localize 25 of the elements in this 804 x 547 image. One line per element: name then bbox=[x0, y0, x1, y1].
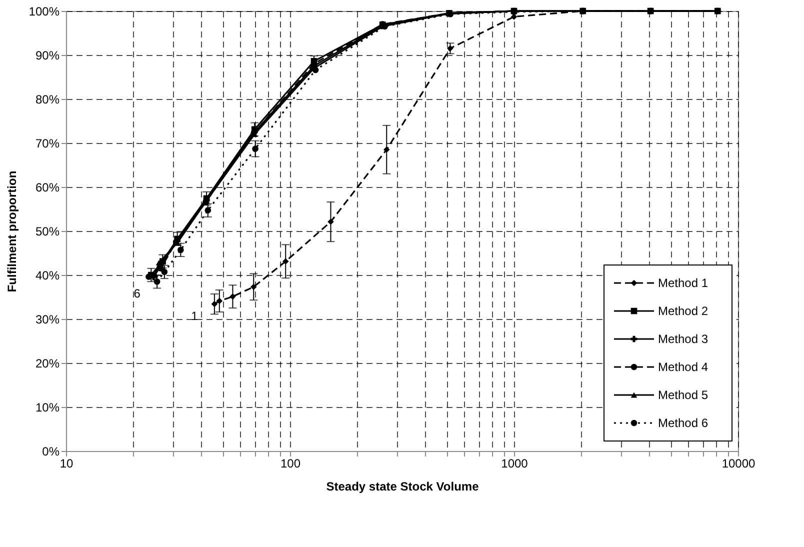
y-tick-label: 80% bbox=[35, 92, 60, 106]
annotation: 6 bbox=[134, 286, 141, 301]
legend-label: Method 2 bbox=[658, 304, 708, 318]
y-tick-label: 40% bbox=[35, 268, 60, 282]
y-tick-label: 90% bbox=[35, 48, 60, 62]
x-tick-label: 10000 bbox=[722, 456, 756, 470]
y-tick-label: 60% bbox=[35, 180, 60, 194]
legend-label: Method 5 bbox=[658, 388, 708, 402]
legend-label: Method 4 bbox=[658, 360, 708, 374]
legend-label: Method 1 bbox=[658, 276, 708, 290]
x-tick-label: 1000 bbox=[501, 456, 528, 470]
legend-label: Method 6 bbox=[658, 416, 708, 430]
y-tick-label: 0% bbox=[42, 444, 60, 458]
annotation: 1 bbox=[191, 309, 198, 324]
y-tick-label: 10% bbox=[35, 400, 60, 414]
x-tick-label: 100 bbox=[280, 456, 301, 470]
y-tick-label: 100% bbox=[28, 4, 60, 18]
legend-label: Method 3 bbox=[658, 332, 708, 346]
x-axis-title: Steady state Stock Volume bbox=[326, 480, 480, 494]
y-tick-label: 30% bbox=[35, 312, 60, 326]
y-axis-title: Fulfilment proportion bbox=[4, 170, 19, 292]
y-tick-label: 70% bbox=[35, 136, 60, 150]
x-tick-label: 10 bbox=[60, 456, 74, 470]
y-tick-label: 50% bbox=[35, 224, 60, 238]
y-tick-label: 20% bbox=[35, 356, 60, 370]
